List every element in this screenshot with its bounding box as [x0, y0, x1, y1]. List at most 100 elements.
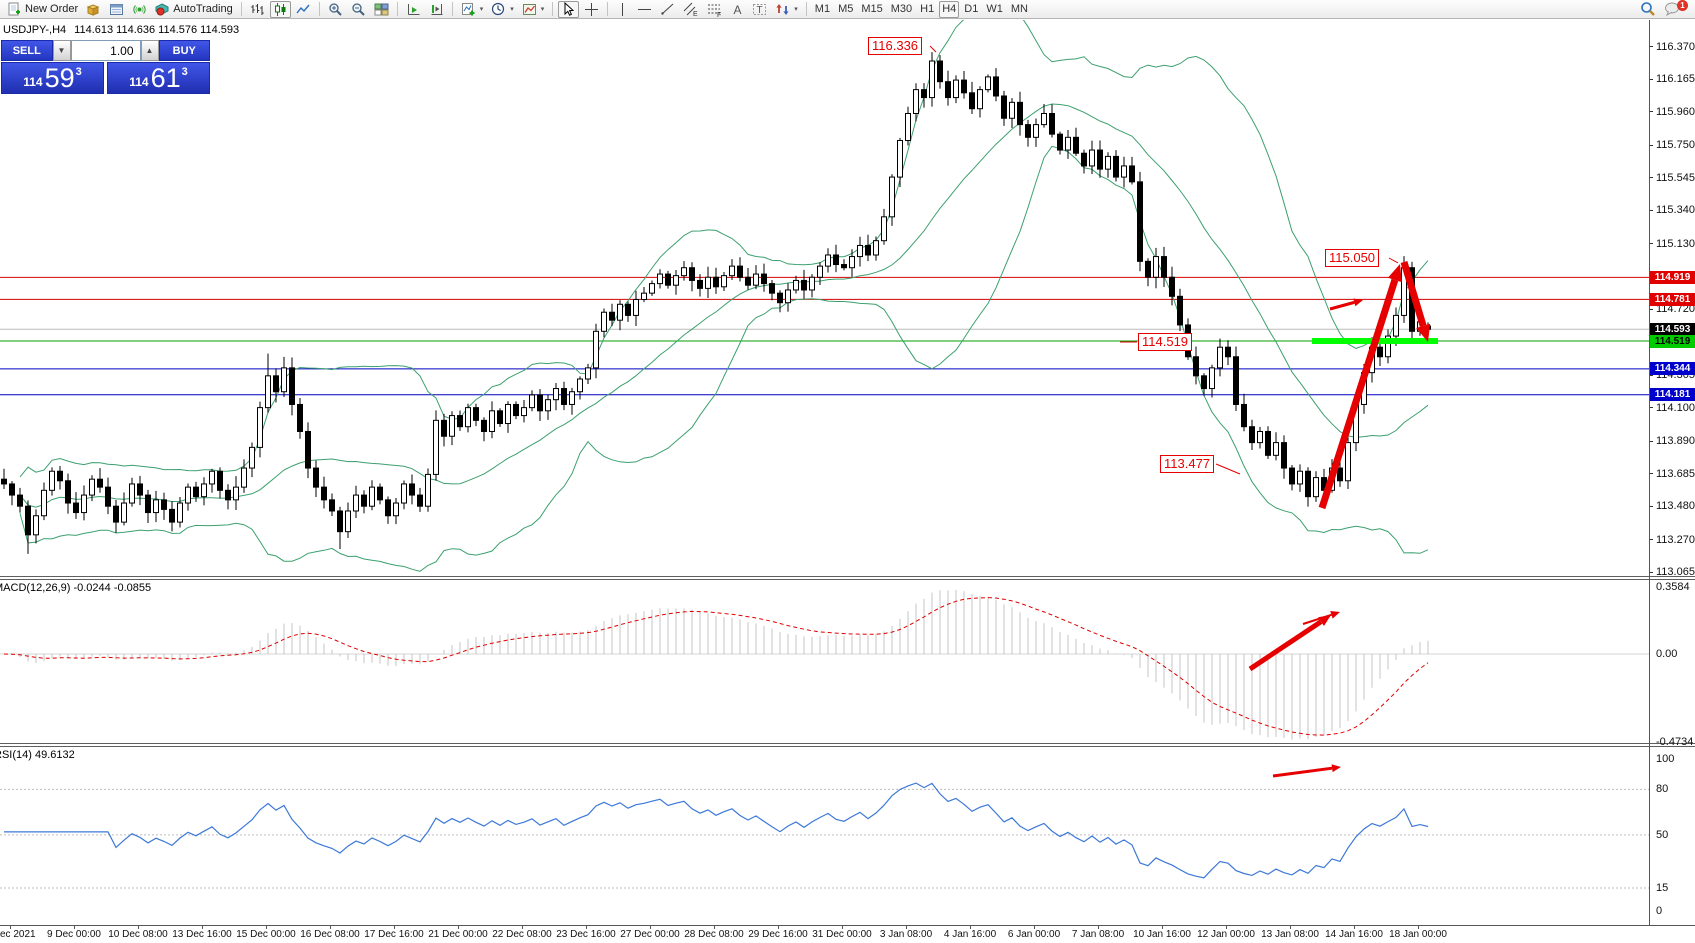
vertical-line-button[interactable]: [613, 1, 632, 18]
buy-button-label[interactable]: BUY: [158, 40, 210, 61]
pane-separator[interactable]: [0, 576, 1695, 580]
zoom-out-button[interactable]: [348, 1, 369, 18]
macd-trend-arrow[interactable]: [1302, 610, 1340, 625]
time-tick-mark: [1226, 926, 1227, 929]
price-tick-mark: [1650, 440, 1653, 442]
time-tick-mark: [778, 926, 779, 929]
timeframe-m30[interactable]: M30: [888, 1, 915, 18]
price-tick-mark: [1650, 46, 1653, 48]
crosshair-button[interactable]: [581, 1, 602, 18]
line-chart-button[interactable]: [293, 1, 314, 18]
time-tick-label: 21 Dec 00:00: [428, 929, 488, 940]
timeframe-h4[interactable]: H4: [939, 0, 960, 18]
cursor-button[interactable]: [558, 0, 580, 18]
sell-button-label[interactable]: SELL: [1, 40, 53, 61]
auto-scroll-button[interactable]: [403, 1, 424, 18]
macd-indicator-pane[interactable]: [0, 580, 1649, 743]
time-tick-label: 18 Jan 00:00: [1389, 929, 1447, 940]
price-annotation-label[interactable]: 114.519: [1138, 333, 1193, 351]
templates-button[interactable]: [519, 1, 548, 18]
rsi-label: RSI(14) 49.6132: [0, 749, 75, 761]
time-tick-label: 13 Jan 08:00: [1261, 929, 1319, 940]
new-order-button[interactable]: New Order: [4, 1, 81, 18]
time-tick-mark: [138, 926, 139, 929]
sell-button[interactable]: 114 59 3: [1, 62, 104, 94]
periods-icon: [492, 2, 505, 15]
pane-separator[interactable]: [0, 743, 1695, 747]
notifications-button[interactable]: 1: [1661, 0, 1688, 18]
price-axis[interactable]: 116.370 116.165 115.960 115.750 115.545 115.3…: [1650, 20, 1695, 925]
trend-arrow[interactable]: [1318, 264, 1402, 510]
fibonacci-button[interactable]: F: [704, 1, 726, 18]
price-annotation-label[interactable]: 113.477: [1160, 455, 1215, 473]
macd-axis-label: -0.4734: [1656, 736, 1694, 749]
buy-button[interactable]: 114 61 3: [107, 62, 210, 94]
zoom-out-icon: [352, 2, 365, 16]
timeframe-m5[interactable]: M5: [835, 1, 856, 18]
market-watch-button[interactable]: [129, 1, 150, 18]
candlestick-chart-button[interactable]: [269, 0, 291, 18]
price-annotation-label[interactable]: 116.336: [868, 37, 923, 55]
trendline-button[interactable]: [657, 1, 678, 18]
time-tick-mark: [74, 926, 75, 929]
symbol-ohlc-readout: USDJPY-,H4 114.613 114.636 114.576 114.59…: [3, 24, 247, 36]
time-tick-mark: [1162, 926, 1163, 929]
text-icon: A: [734, 3, 742, 17]
time-axis[interactable]: 8 Dec 2021 9 Dec 00:00 10 Dec 08:00 13 Dec …: [0, 926, 1649, 943]
arrows-button[interactable]: [772, 1, 801, 18]
chart-shift-button[interactable]: [426, 1, 447, 18]
price-tick-label: 113.685: [1656, 467, 1695, 480]
text-button[interactable]: A: [728, 1, 747, 18]
price-axis-border: [1649, 20, 1650, 925]
timeframe-m15[interactable]: M15: [858, 1, 885, 18]
timeframe-d1[interactable]: D1: [961, 1, 981, 18]
indicators-button[interactable]: [458, 1, 487, 18]
buy-price-prefix: 114: [129, 75, 149, 89]
horizontal-line-button[interactable]: [634, 1, 655, 18]
rsi-axis-label: 0: [1656, 904, 1663, 917]
time-tick-label: 16 Dec 08:00: [300, 929, 360, 940]
time-tick-label: 6 Jan 00:00: [1007, 929, 1061, 940]
price-tick-label: 115.750: [1656, 139, 1695, 152]
time-tick-label: 9 Dec 00:00: [47, 929, 101, 940]
text-label-button[interactable]: T: [749, 1, 770, 18]
volume-decrease-button[interactable]: ▼: [52, 40, 71, 61]
equidistant-channel-button[interactable]: E: [680, 1, 702, 18]
data-window-button[interactable]: [106, 1, 127, 18]
trend-arrow[interactable]: [1329, 298, 1363, 311]
profiles-button[interactable]: [83, 1, 104, 18]
time-tick-label: 4 Jan 16:00: [943, 929, 997, 940]
timeframe-m1[interactable]: M1: [812, 1, 833, 18]
horizontal-line-icon: [638, 8, 652, 10]
rsi-trend-arrow[interactable]: [1272, 764, 1341, 778]
toolbar-separator: [552, 2, 554, 16]
time-tick-label: 14 Jan 16:00: [1325, 929, 1383, 940]
price-annotation-label[interactable]: 115.050: [1325, 249, 1380, 267]
toolbar-separator: [451, 2, 453, 16]
trend-arrow[interactable]: [1400, 260, 1431, 342]
bar-chart-button[interactable]: [247, 1, 268, 18]
price-chart[interactable]: [0, 20, 1649, 576]
search-button[interactable]: [1637, 1, 1659, 18]
timeframe-mn[interactable]: MN: [1008, 1, 1031, 18]
volume-increase-button[interactable]: ▲: [140, 40, 159, 61]
timeframe-h1[interactable]: H1: [917, 1, 937, 18]
price-tick-label: 113.270: [1656, 533, 1695, 546]
periods-button[interactable]: [488, 1, 517, 18]
timeframe-bar: M1 M5 M15 M30 H1 H4 D1 W1 MN: [811, 0, 1032, 18]
autotrading-button[interactable]: AutoTrading: [152, 1, 236, 18]
rsi-indicator-pane[interactable]: [0, 747, 1649, 925]
price-level-badge: 114.344: [1650, 362, 1695, 376]
tile-windows-button[interactable]: [371, 1, 392, 18]
price-level-badge: 114.919: [1650, 270, 1695, 284]
volume-input[interactable]: [70, 40, 141, 61]
macd-trend-arrow[interactable]: [1248, 615, 1331, 672]
new-order-icon: [8, 2, 20, 15]
time-tick-mark: [906, 926, 907, 929]
zoom-in-button[interactable]: [325, 1, 346, 18]
timeframe-w1[interactable]: W1: [983, 1, 1006, 18]
price-level-badge: 114.519: [1650, 334, 1695, 348]
time-tick-mark: [394, 926, 395, 929]
time-tick-label: 27 Dec 00:00: [620, 929, 680, 940]
svg-text:E: E: [693, 11, 698, 17]
